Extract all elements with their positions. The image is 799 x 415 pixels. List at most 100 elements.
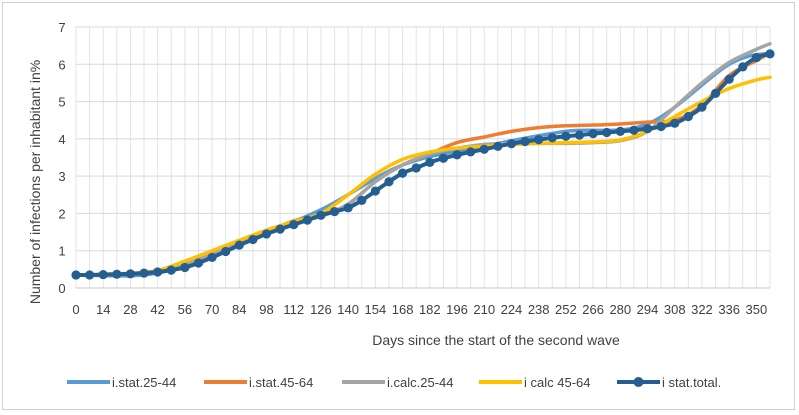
series-layer	[71, 42, 775, 280]
legend-label: i.stat.25-44	[112, 375, 176, 390]
data-point	[153, 267, 163, 277]
data-point	[588, 129, 598, 139]
x-tick-label: 196	[446, 302, 468, 317]
data-point	[479, 144, 489, 154]
data-point	[275, 224, 285, 234]
data-point	[289, 220, 299, 230]
data-point	[316, 210, 326, 220]
data-point	[411, 163, 421, 173]
data-point	[738, 62, 748, 72]
x-tick-label: 252	[555, 302, 577, 317]
legend-item: i.stat.45-64	[204, 375, 313, 390]
data-point	[125, 269, 136, 279]
x-tick-label: 336	[718, 302, 740, 317]
chart-frame	[2, 2, 795, 410]
y-tick-label: 1	[58, 244, 65, 259]
data-point	[370, 186, 380, 196]
legend-marker	[633, 377, 644, 387]
x-tick-label: 168	[392, 302, 414, 317]
data-point	[302, 215, 312, 225]
y-tick-label: 4	[58, 132, 65, 147]
y-tick-label: 2	[58, 206, 65, 221]
x-tick-label: 42	[150, 302, 164, 317]
data-point	[438, 153, 449, 163]
legend-item: i.calc.25-44	[342, 375, 453, 390]
y-axis-label: Number of infections per inhabitant in%	[27, 60, 43, 304]
data-point	[248, 234, 258, 245]
y-tick-label: 5	[58, 95, 65, 110]
data-point	[234, 240, 244, 250]
data-point	[261, 229, 272, 239]
x-tick-label: 84	[232, 302, 246, 317]
data-point	[629, 125, 639, 135]
legend-label: i calc 45-64	[524, 375, 590, 390]
data-point	[166, 265, 176, 275]
x-tick-label: 56	[178, 302, 192, 317]
data-point	[343, 203, 353, 213]
data-point	[193, 258, 204, 268]
data-point	[697, 102, 707, 112]
data-point	[112, 269, 122, 279]
data-point	[574, 130, 585, 140]
grid	[75, 26, 771, 289]
x-tick-label: 210	[473, 302, 495, 317]
x-tick-label: 266	[582, 302, 604, 317]
x-tick-label: 140	[337, 302, 359, 317]
legend-label: i.calc.25-44	[387, 375, 453, 390]
data-point	[670, 118, 680, 128]
data-point	[357, 195, 367, 205]
data-point	[561, 131, 571, 141]
legend-item: i stat.total.	[617, 375, 721, 390]
data-point	[765, 49, 775, 59]
y-tick-label: 3	[58, 169, 65, 184]
data-point	[425, 157, 435, 167]
x-tick-label: 280	[609, 302, 631, 317]
legend-label: i stat.total.	[662, 375, 721, 390]
legend-label: i.stat.45-64	[249, 375, 313, 390]
x-tick-label: 322	[691, 302, 713, 317]
data-point	[710, 88, 721, 98]
data-point	[520, 136, 530, 147]
x-tick-label: 0	[72, 302, 79, 317]
data-point	[180, 262, 190, 273]
data-point	[506, 139, 517, 149]
x-tick-label: 126	[310, 302, 332, 317]
legend-item: i.stat.25-44	[67, 375, 176, 390]
x-tick-label: 182	[419, 302, 441, 317]
x-axis-ticks: 0 14 28 42 56 70 84 98 112 126 140 154 168 182 196 210 2…	[72, 302, 767, 317]
x-tick-label: 224	[501, 302, 523, 317]
data-point	[466, 147, 476, 157]
x-tick-label: 98	[259, 302, 273, 317]
series-i calc 45-64	[74, 75, 772, 277]
data-point	[615, 126, 625, 136]
data-point	[71, 270, 81, 280]
data-point	[724, 74, 734, 84]
series-i stat.total.	[71, 49, 775, 280]
x-tick-label: 238	[528, 302, 550, 317]
series-line	[74, 75, 772, 277]
data-point	[139, 268, 149, 278]
x-tick-label: 294	[637, 302, 659, 317]
data-point	[85, 270, 95, 280]
data-point	[207, 252, 217, 263]
data-point	[642, 124, 653, 134]
x-tick-label: 308	[664, 302, 686, 317]
series-line	[74, 42, 772, 277]
data-point	[329, 206, 340, 217]
data-point	[397, 168, 408, 178]
data-point	[534, 135, 544, 145]
data-point	[602, 127, 612, 138]
data-point	[751, 52, 761, 63]
x-tick-label: 28	[123, 302, 137, 317]
data-point	[98, 269, 108, 280]
data-point	[384, 177, 394, 187]
data-point	[221, 246, 231, 257]
y-tick-label: 6	[58, 57, 65, 72]
y-axis-ticks: 0 1 2 3 4 5 6 7	[58, 20, 65, 296]
x-tick-label: 70	[205, 302, 219, 317]
data-point	[452, 150, 462, 160]
y-tick-label: 7	[58, 20, 65, 35]
y-tick-label: 0	[58, 281, 65, 296]
x-axis-label: Days since the start of the second wave	[372, 332, 620, 348]
